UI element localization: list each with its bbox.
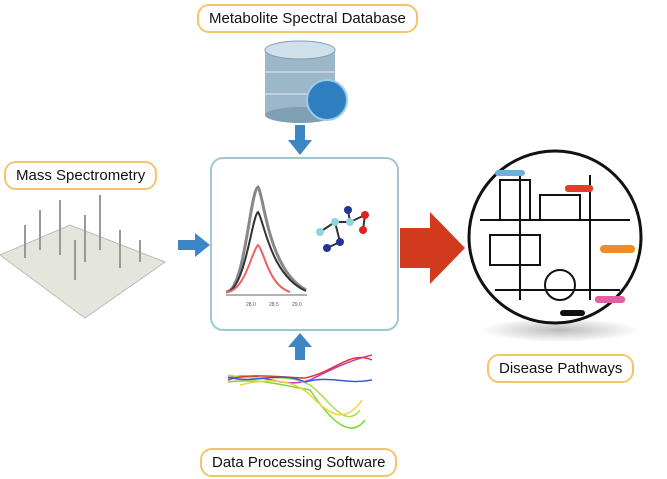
globe-icon	[306, 79, 348, 121]
mass-spectrometry-label: Mass Spectrometry	[4, 161, 158, 190]
tick-label: 28.0	[246, 302, 256, 308]
disease-pathways-label: Disease Pathways	[487, 354, 635, 383]
pathway-map-circle	[467, 149, 643, 325]
analysis-box	[210, 157, 399, 331]
big-red-arrow-icon	[400, 212, 465, 284]
molecule-icon	[316, 206, 369, 252]
chromatogram-plot	[225, 185, 307, 296]
mass-spec-surface-plot	[0, 195, 167, 319]
arrow-down-icon	[288, 125, 312, 155]
data-processing-plot	[227, 354, 373, 429]
database-icon	[264, 40, 348, 123]
arrow-up-icon	[288, 333, 312, 360]
tick-label: 29.0	[292, 302, 302, 308]
metabolite-database-label: Metabolite Spectral Database	[197, 4, 418, 33]
arrow-right-icon	[178, 233, 210, 257]
tick-label: 28.5	[269, 302, 279, 308]
data-processing-software-label: Data Processing Software	[200, 448, 398, 477]
